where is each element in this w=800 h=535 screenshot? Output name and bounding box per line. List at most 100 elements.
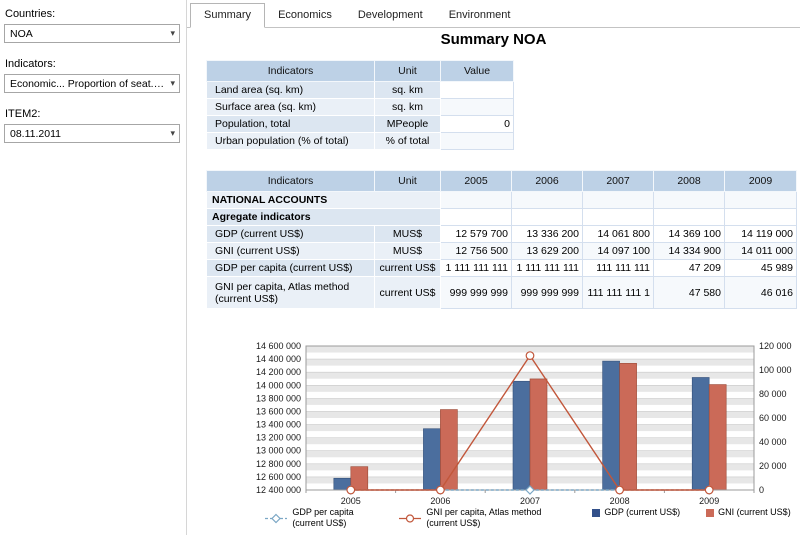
- indicators-dropdown[interactable]: Economic... Proportion of seat... (1374)…: [4, 74, 180, 93]
- legend-item-2: GNI per capita, Atlas method (current US…: [398, 507, 566, 529]
- unit-cell: current US$: [374, 276, 441, 309]
- section-label: Agregate indicators: [206, 208, 441, 226]
- value-cell: [440, 81, 514, 99]
- tab-development[interactable]: Development: [357, 9, 423, 21]
- unit-cell: sq. km: [374, 81, 441, 99]
- section-row: Agregate indicators: [206, 208, 797, 226]
- section-label: NATIONAL ACCOUNTS: [206, 191, 441, 209]
- legend-label: GNI (current US$): [718, 507, 791, 517]
- svg-text:2008: 2008: [610, 496, 630, 506]
- empty-cell: [582, 208, 654, 226]
- chevron-down-icon: ▾: [170, 28, 175, 38]
- svg-text:13 600 000: 13 600 000: [256, 406, 301, 416]
- column-header: 2005: [440, 170, 512, 192]
- year-value-cell: 14 369 100: [653, 225, 725, 243]
- svg-text:2007: 2007: [520, 496, 540, 506]
- column-header: Value: [440, 60, 514, 82]
- legend-label: GDP per capita (current US$): [292, 507, 354, 528]
- year-value-cell: 46 016: [724, 276, 797, 309]
- unit-cell: MPeople: [374, 115, 441, 133]
- legend-item-4: GNI (current US$): [706, 507, 791, 518]
- tab-bar: Summary Economics Development Environment: [187, 0, 800, 28]
- indicator-cell: Urban population (% of total): [206, 132, 375, 150]
- year-value-cell: 47 209: [653, 259, 725, 277]
- legend-square-icon: [706, 508, 715, 517]
- legend-item-3: GDP (current US$): [592, 507, 680, 518]
- unit-cell: sq. km: [374, 98, 441, 116]
- year-value-cell: 1 111 111 111: [440, 259, 512, 277]
- table-row: Land area (sq. km) sq. km: [206, 81, 514, 99]
- table-row: GDP per capita (current US$) current US$ 1…: [206, 259, 797, 277]
- svg-text:120 000: 120 000: [759, 342, 792, 351]
- svg-text:14 600 000: 14 600 000: [256, 342, 301, 351]
- chart-legend: GDP per capita (current US$) GNI per capi…: [244, 507, 800, 529]
- column-header: 2006: [511, 170, 583, 192]
- page-title: Summary NOA: [440, 31, 547, 48]
- indicators-label: Indicators:: [5, 58, 56, 70]
- svg-text:13 000 000: 13 000 000: [256, 446, 301, 456]
- value-cell: 0: [440, 115, 514, 133]
- empty-cell: [582, 191, 654, 209]
- year-value-cell: 999 999 999: [511, 276, 583, 309]
- column-header: 2008: [653, 170, 725, 192]
- filter-sidebar: Countries: NOA ▾ Indicators: Economic...…: [0, 0, 186, 535]
- column-header: Indicators: [206, 170, 375, 192]
- year-value-cell: 14 011 000: [724, 242, 797, 260]
- year-value-cell: 111 111 111 1: [582, 276, 654, 309]
- empty-cell: [511, 208, 583, 226]
- tab-summary[interactable]: Summary: [190, 3, 266, 28]
- table-row: GDP (current US$) MUS$ 12 579 700 13 336 20…: [206, 225, 797, 243]
- svg-text:12 400 000: 12 400 000: [256, 485, 301, 495]
- svg-text:14 200 000: 14 200 000: [256, 367, 301, 377]
- empty-cell: [724, 208, 797, 226]
- tab-environment[interactable]: Environment: [448, 9, 511, 21]
- item2-selected-value: 08.11.2011: [10, 127, 61, 140]
- indicator-cell: Population, total: [206, 115, 375, 133]
- empty-cell: [653, 208, 725, 226]
- svg-text:14 400 000: 14 400 000: [256, 354, 301, 364]
- svg-text:12 800 000: 12 800 000: [256, 459, 301, 469]
- year-value-cell: 111 111 111: [582, 259, 654, 277]
- chevron-down-icon: ▾: [170, 78, 175, 88]
- column-header: Unit: [374, 60, 441, 82]
- summary-chart: 12 400 000 12 600 000 12 800 000 13 000 000…: [244, 341, 800, 510]
- item2-dropdown[interactable]: 08.11.2011 ▾: [4, 124, 180, 143]
- indicator-cell: GDP (current US$): [206, 225, 375, 243]
- year-value-cell: 14 119 000: [724, 225, 797, 243]
- svg-text:0: 0: [759, 485, 764, 495]
- section-row: NATIONAL ACCOUNTS: [206, 191, 797, 209]
- countries-label: Countries:: [5, 8, 56, 20]
- countries-selected-value: NOA: [10, 27, 33, 40]
- svg-text:60 000: 60 000: [759, 413, 787, 423]
- content-area: Summary Economics Development Environment S…: [186, 0, 800, 535]
- year-value-cell: 13 336 200: [511, 225, 583, 243]
- empty-cell: [440, 191, 512, 209]
- indicator-cell: GNI (current US$): [206, 242, 375, 260]
- indicator-cell: Land area (sq. km): [206, 81, 375, 99]
- tab-economics[interactable]: Economics: [278, 9, 332, 21]
- svg-text:100 000: 100 000: [759, 365, 792, 375]
- indicator-cell: GDP per capita (current US$): [206, 259, 375, 277]
- table-row: Population, total MPeople 0: [206, 115, 514, 133]
- legend-square-icon: [592, 508, 601, 517]
- legend-item-1: GDP per capita (current US$): [264, 507, 372, 529]
- header-row: Indicators Unit Value: [206, 60, 514, 82]
- year-value-cell: 12 579 700: [440, 225, 512, 243]
- year-value-cell: 1 111 111 111: [511, 259, 583, 277]
- unit-cell: % of total: [374, 132, 441, 150]
- indicator-cell: Surface area (sq. km): [206, 98, 375, 116]
- year-value-cell: 45 989: [724, 259, 797, 277]
- svg-text:2006: 2006: [430, 496, 450, 506]
- countries-dropdown[interactable]: NOA ▾: [4, 24, 180, 43]
- table-row: Urban population (% of total)% of total: [206, 132, 514, 150]
- year-value-cell: 14 061 800: [582, 225, 654, 243]
- svg-text:2005: 2005: [341, 496, 361, 506]
- table-row: GNI per capita, Atlas method (current US…: [206, 276, 797, 309]
- table-row: Surface area (sq. km) sq. km: [206, 98, 514, 116]
- svg-text:20 000: 20 000: [759, 461, 787, 471]
- indicators-selected-value: Economic... Proportion of seat... (1374): [10, 77, 166, 90]
- empty-cell: [511, 191, 583, 209]
- svg-text:14 000 000: 14 000 000: [256, 380, 301, 390]
- legend-label: GNI per capita, Atlas method (current US…: [426, 507, 542, 528]
- item2-label: ITEM2:: [5, 108, 41, 120]
